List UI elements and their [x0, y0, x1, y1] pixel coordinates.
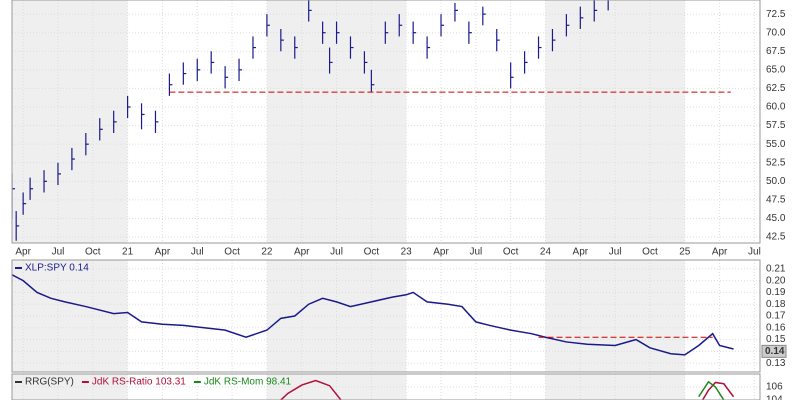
y-tick-label: 104 [766, 395, 783, 400]
x-tick-label: 22 [261, 247, 273, 258]
x-tick-label: Jul [748, 247, 761, 258]
panel-frame [11, 0, 761, 244]
x-tick-label: 21 [122, 247, 134, 258]
series-line [12, 274, 734, 356]
x-tick-label: Jul [52, 247, 65, 258]
y-tick-label: 65.0 [766, 64, 786, 75]
y-tick-label: 0.15 [766, 334, 786, 345]
year-band [12, 0, 128, 243]
panel [12, 260, 760, 372]
legend-label: XLP:SPY 0.14 [25, 263, 89, 274]
x-tick-label: Jul [191, 247, 204, 258]
y-tick-label: 0.20 [766, 275, 786, 286]
x-tick-label: 24 [540, 247, 552, 258]
panel-frame [11, 373, 761, 400]
x-tick-label: Oct [85, 247, 101, 258]
x-tick-label: Apr [155, 247, 171, 258]
y-tick-label: 72.5 [766, 9, 786, 20]
x-tick-label: 23 [401, 247, 413, 258]
x-tick-label: Oct [503, 247, 519, 258]
x-tick-label: Apr [15, 247, 31, 258]
y-tick-label: 52.5 [766, 157, 786, 168]
series-line [279, 379, 735, 400]
x-tick-label: Apr [573, 247, 589, 258]
y-tick-label: 0.21 [766, 263, 786, 274]
y-tick-label: 106 [766, 382, 783, 393]
x-tick-label: Apr [433, 247, 449, 258]
x-tick-label: Jul [330, 247, 343, 258]
x-tick-label: Oct [364, 247, 380, 258]
y-tick-label: 0.16 [766, 322, 786, 333]
y-tick-label: 67.5 [766, 46, 786, 57]
last-value-box [761, 344, 787, 358]
panel-title: RRG(SPY) [25, 377, 74, 388]
y-tick-label: 0.17 [766, 311, 786, 322]
y-tick-label: 70.0 [766, 27, 786, 38]
y-tick-label: 47.5 [766, 195, 786, 206]
last-value-label: 0.14 [765, 346, 785, 357]
x-tick-label: Jul [609, 247, 622, 258]
x-tick-label: Apr [712, 247, 728, 258]
x-tick-label: Jul [469, 247, 482, 258]
panel [12, 374, 760, 400]
y-tick-label: 62.5 [766, 83, 786, 94]
year-band [545, 0, 685, 243]
x-tick-label: Apr [294, 247, 310, 258]
y-tick-label: 60.0 [766, 102, 786, 113]
y-tick-label: 42.5 [766, 232, 786, 243]
panel-frame [11, 259, 761, 373]
x-tick-label: Oct [642, 247, 658, 258]
y-tick-label: 0.19 [766, 287, 786, 298]
panel [12, 0, 760, 243]
legend-label: JdK RS-Ratio 103.31 [92, 377, 186, 388]
series-line [698, 380, 726, 400]
y-tick-label: 0.18 [766, 299, 786, 310]
legend-label: JdK RS-Mom 98.41 [204, 377, 292, 388]
y-tick-label: 57.5 [766, 120, 786, 131]
y-tick-label: 50.0 [766, 176, 786, 187]
y-tick-label: 0.13 [766, 358, 786, 369]
x-tick-label: Oct [224, 247, 240, 258]
x-tick-label: 25 [679, 247, 691, 258]
y-tick-label: 45.0 [766, 213, 786, 224]
y-tick-label: 55.0 [766, 139, 786, 150]
